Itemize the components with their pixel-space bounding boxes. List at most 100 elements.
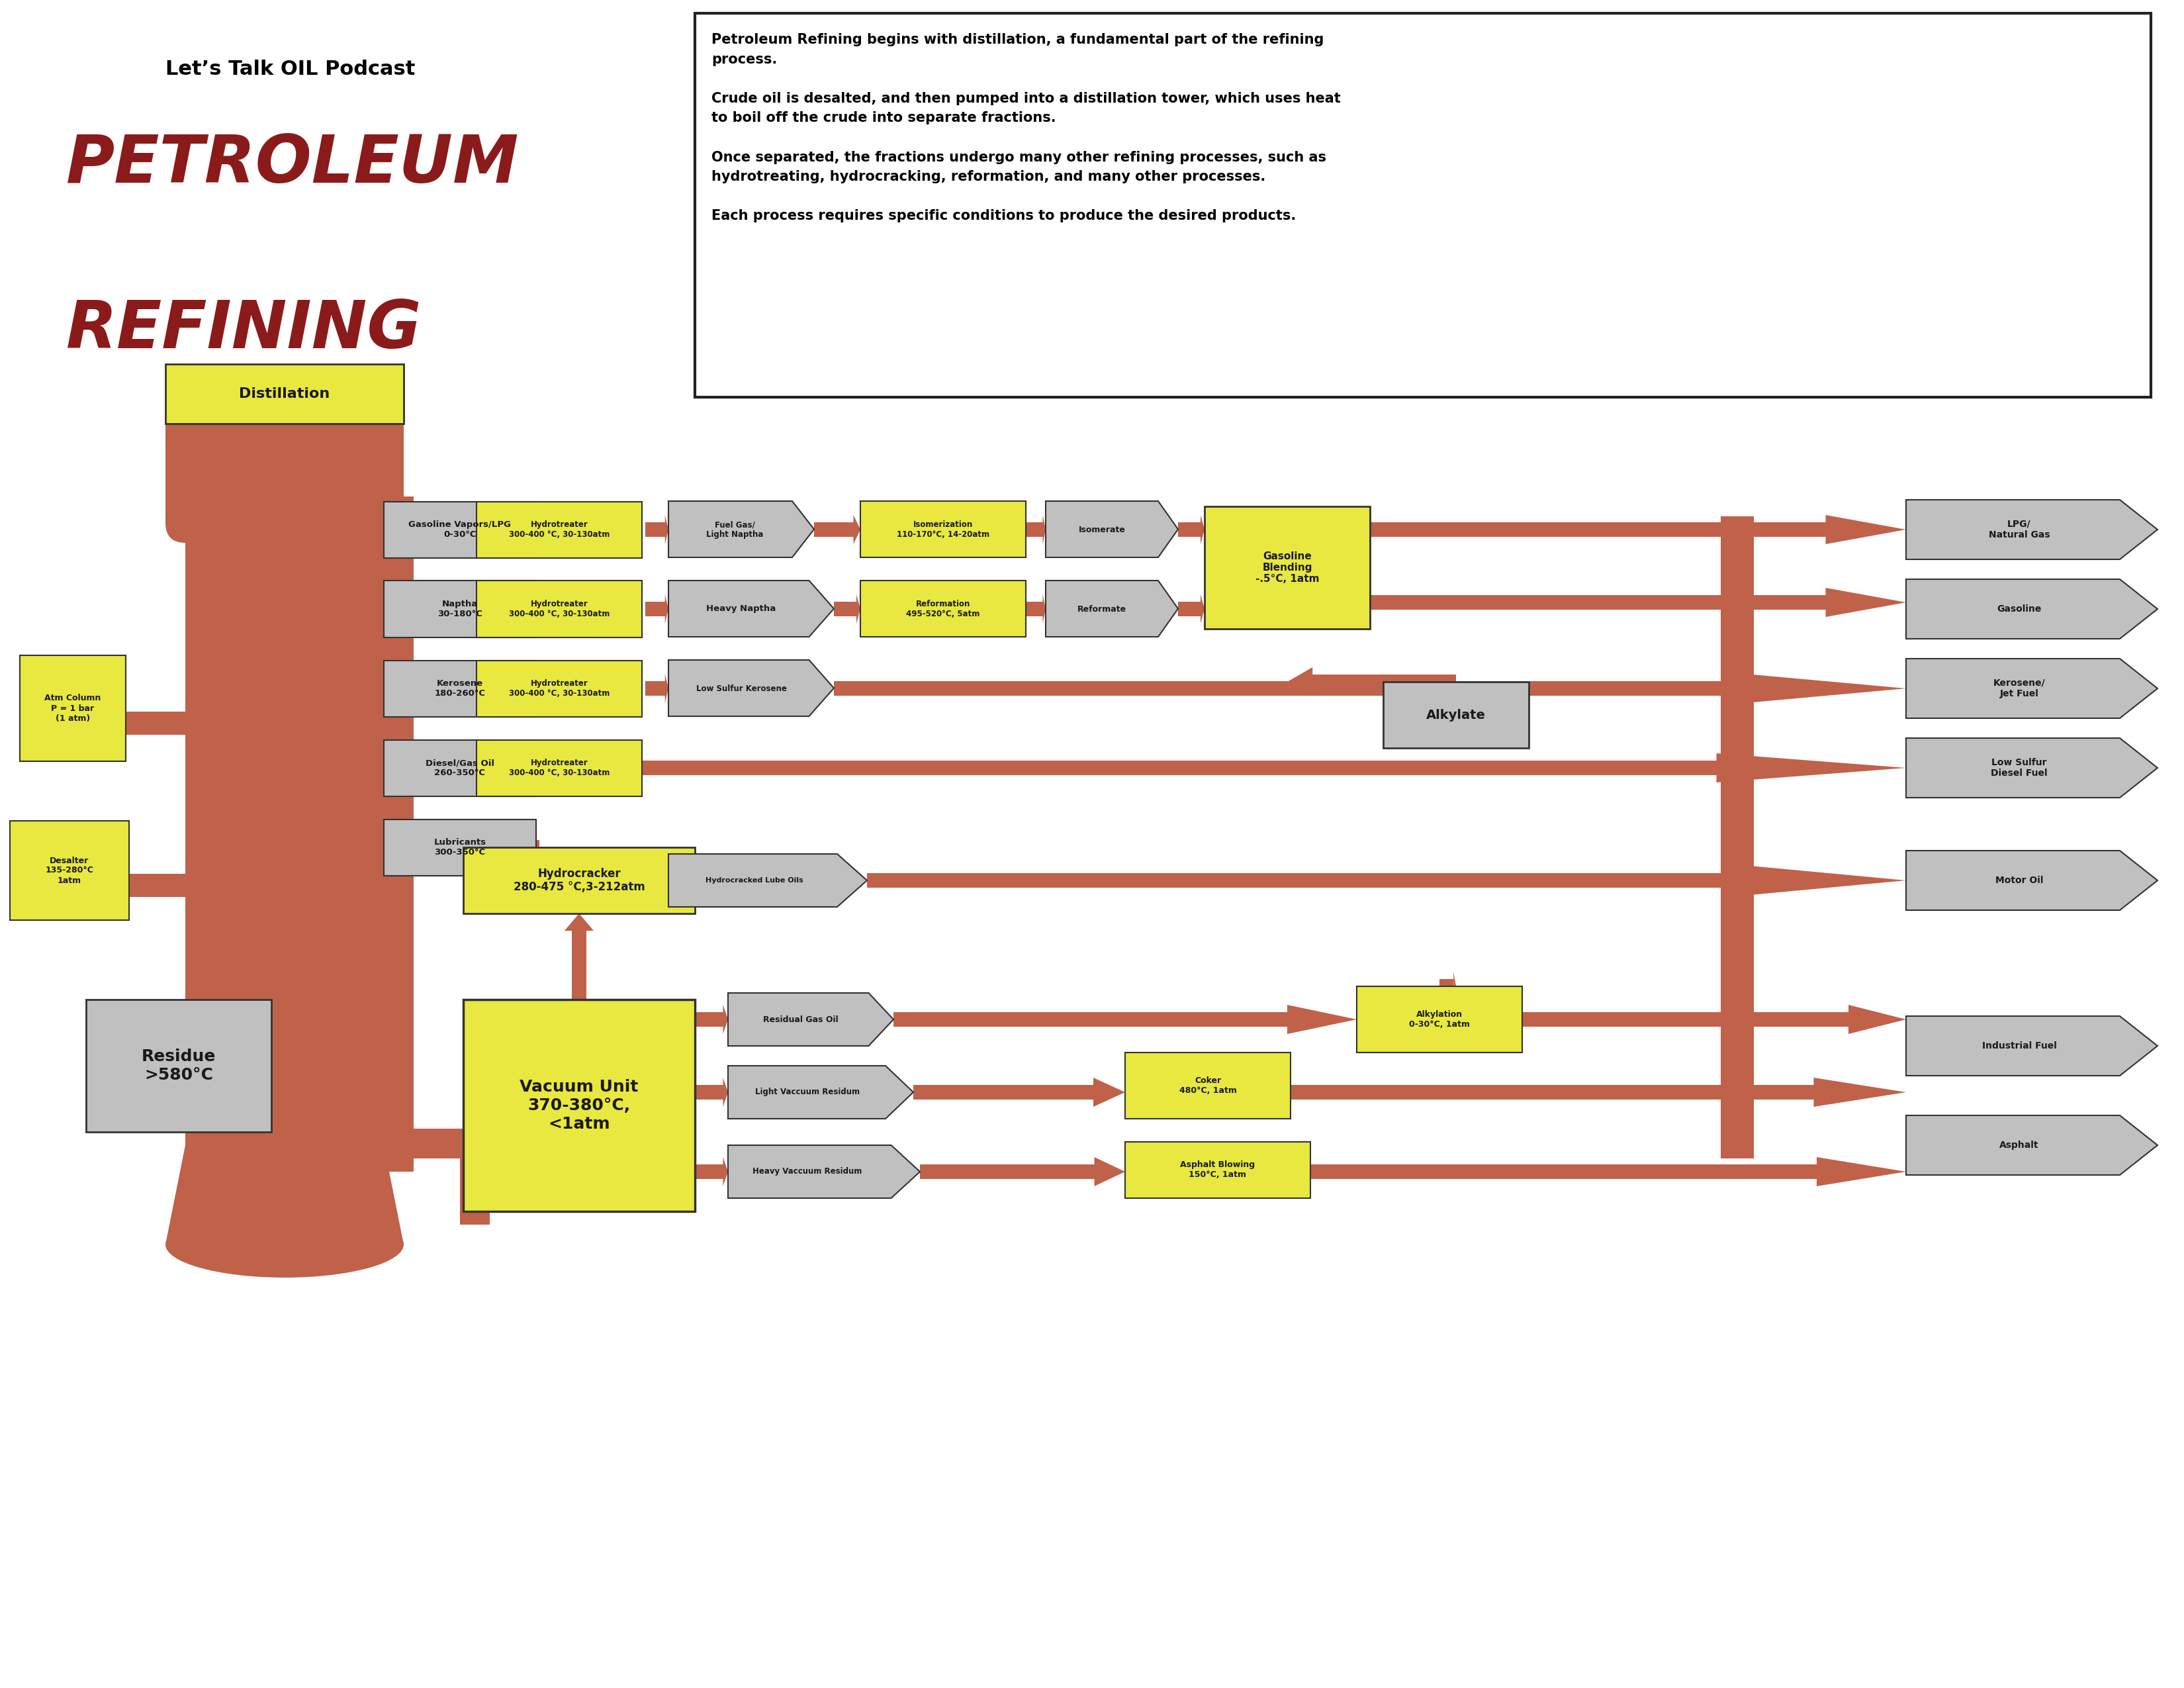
Polygon shape: [476, 515, 485, 544]
Text: Fuel Gas/
Light Naptha: Fuel Gas/ Light Naptha: [705, 520, 762, 538]
FancyBboxPatch shape: [860, 501, 1026, 557]
FancyBboxPatch shape: [1125, 1141, 1310, 1198]
Polygon shape: [723, 1004, 727, 1035]
Polygon shape: [856, 594, 860, 623]
Bar: [919, 1165, 1094, 1178]
FancyBboxPatch shape: [129, 874, 186, 896]
Polygon shape: [1094, 1077, 1125, 1107]
Bar: [695, 1085, 723, 1099]
Bar: [1369, 596, 1826, 609]
Polygon shape: [1813, 1077, 1907, 1107]
Polygon shape: [727, 993, 893, 1047]
Bar: [1369, 522, 1826, 537]
Bar: [1026, 601, 1042, 616]
FancyBboxPatch shape: [380, 874, 413, 1171]
Text: Isomerate: Isomerate: [1079, 525, 1125, 533]
Polygon shape: [1749, 866, 1907, 895]
Polygon shape: [668, 854, 867, 906]
Text: Hydrocracker
280-475 °C,3-212atm: Hydrocracker 280-475 °C,3-212atm: [513, 868, 644, 893]
Text: Gasoline Vapors/LPG
0-30°C: Gasoline Vapors/LPG 0-30°C: [408, 520, 511, 538]
Bar: [1177, 522, 1201, 537]
Bar: [1026, 522, 1042, 537]
Polygon shape: [723, 1077, 727, 1107]
Text: Motor Oil: Motor Oil: [1996, 876, 2044, 885]
FancyBboxPatch shape: [476, 581, 642, 636]
FancyBboxPatch shape: [1356, 986, 1522, 1053]
Text: Diesel/Gas Oil
260-350°C: Diesel/Gas Oil 260-350°C: [426, 758, 494, 776]
Bar: [1313, 675, 1457, 689]
Text: Hydrotreater
300-400 °C, 30-130atm: Hydrotreater 300-400 °C, 30-130atm: [509, 679, 609, 697]
Bar: [485, 682, 539, 695]
Text: Reformation
495-520°C, 5atm: Reformation 495-520°C, 5atm: [906, 599, 981, 618]
Text: Desalter
135-280°C
1atm: Desalter 135-280°C 1atm: [46, 856, 94, 885]
FancyBboxPatch shape: [85, 999, 271, 1133]
Text: LPG/
Natural Gas: LPG/ Natural Gas: [1990, 520, 2051, 540]
Polygon shape: [664, 515, 668, 544]
Text: Heavy Vaccuum Residum: Heavy Vaccuum Residum: [753, 1168, 863, 1177]
FancyBboxPatch shape: [384, 839, 411, 856]
Polygon shape: [723, 1156, 727, 1187]
Bar: [485, 601, 539, 616]
Text: Alkylate: Alkylate: [1426, 709, 1485, 721]
Polygon shape: [668, 866, 673, 895]
Polygon shape: [1042, 515, 1046, 544]
Polygon shape: [1046, 501, 1177, 557]
FancyBboxPatch shape: [695, 14, 2151, 397]
Text: Residual Gas Oil: Residual Gas Oil: [762, 1014, 839, 1023]
FancyBboxPatch shape: [384, 819, 535, 876]
Bar: [1177, 601, 1201, 616]
FancyBboxPatch shape: [166, 365, 404, 424]
FancyBboxPatch shape: [860, 581, 1026, 636]
Text: Hydrotreater
300-400 °C, 30-130atm: Hydrotreater 300-400 °C, 30-130atm: [509, 758, 609, 776]
FancyBboxPatch shape: [384, 581, 535, 636]
Polygon shape: [1745, 674, 1907, 702]
Ellipse shape: [166, 1212, 404, 1278]
Polygon shape: [1286, 667, 1313, 697]
FancyBboxPatch shape: [463, 847, 695, 913]
Text: Distillation: Distillation: [240, 387, 330, 400]
Text: Let’s Talk OIL Podcast: Let’s Talk OIL Podcast: [166, 59, 415, 79]
Bar: [913, 1085, 1094, 1099]
FancyBboxPatch shape: [463, 999, 695, 1212]
FancyBboxPatch shape: [384, 739, 535, 797]
Text: Industrial Fuel: Industrial Fuel: [1981, 1041, 2057, 1050]
Bar: [834, 601, 856, 616]
FancyBboxPatch shape: [461, 1133, 489, 1224]
Polygon shape: [1046, 581, 1177, 636]
Polygon shape: [1826, 515, 1907, 544]
Text: Petroleum Refining begins with distillation, a fundamental part of the refining
: Petroleum Refining begins with distillat…: [712, 34, 1341, 223]
Text: Hydrotreater
300-400 °C, 30-130atm: Hydrotreater 300-400 °C, 30-130atm: [509, 599, 609, 618]
Polygon shape: [727, 1144, 919, 1198]
Polygon shape: [1907, 579, 2158, 638]
Polygon shape: [476, 674, 485, 702]
FancyBboxPatch shape: [11, 820, 129, 920]
Polygon shape: [1817, 1156, 1907, 1187]
Bar: [1439, 979, 1455, 994]
FancyBboxPatch shape: [380, 496, 413, 893]
Polygon shape: [668, 501, 815, 557]
Polygon shape: [463, 832, 474, 863]
FancyBboxPatch shape: [1382, 682, 1529, 748]
Polygon shape: [1201, 594, 1206, 623]
FancyBboxPatch shape: [380, 760, 387, 776]
Polygon shape: [1201, 515, 1206, 544]
FancyBboxPatch shape: [384, 522, 411, 537]
FancyBboxPatch shape: [384, 501, 535, 557]
FancyBboxPatch shape: [380, 601, 387, 616]
Polygon shape: [1907, 1016, 2158, 1075]
Polygon shape: [854, 515, 860, 544]
Polygon shape: [1717, 753, 1907, 783]
Text: Heavy Naptha: Heavy Naptha: [705, 604, 775, 613]
Text: Asphalt Blowing
150°C, 1atm: Asphalt Blowing 150°C, 1atm: [1179, 1161, 1256, 1180]
Bar: [474, 841, 539, 854]
Polygon shape: [664, 674, 668, 702]
FancyBboxPatch shape: [384, 760, 411, 776]
Text: Coker
480°C, 1atm: Coker 480°C, 1atm: [1179, 1077, 1236, 1096]
Bar: [815, 522, 854, 537]
FancyBboxPatch shape: [127, 712, 186, 734]
Polygon shape: [1455, 972, 1457, 1001]
FancyBboxPatch shape: [380, 839, 387, 856]
Polygon shape: [1907, 500, 2158, 559]
Bar: [644, 522, 664, 537]
Text: Vacuum Unit
370-380°C,
<1atm: Vacuum Unit 370-380°C, <1atm: [520, 1079, 638, 1133]
